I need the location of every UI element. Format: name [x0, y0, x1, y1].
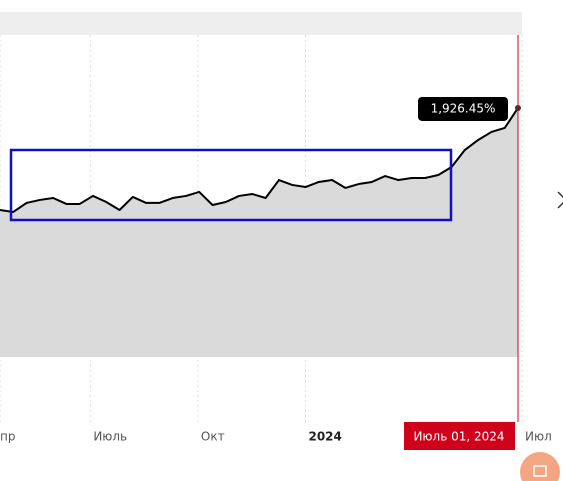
x-tick-label: 2024 [308, 430, 341, 444]
date-label: Июль 01, 2024 [413, 430, 504, 444]
next-arrow[interactable] [557, 191, 563, 209]
x-tick-label: пр [0, 430, 15, 444]
x-tick-label: Окт [201, 430, 225, 444]
date-tooltip [404, 422, 515, 450]
menu-icon [533, 465, 547, 477]
x-tick-label: Июл [525, 430, 552, 444]
plot: 1,926.45% [0, 35, 521, 422]
x-tick-label: Июль [93, 430, 127, 444]
area [0, 107, 518, 358]
highlight-box [9, 148, 453, 222]
line [0, 107, 519, 213]
value-tooltip [418, 96, 508, 121]
value-label: 1,926.45% [431, 101, 496, 115]
header-band [0, 12, 522, 35]
